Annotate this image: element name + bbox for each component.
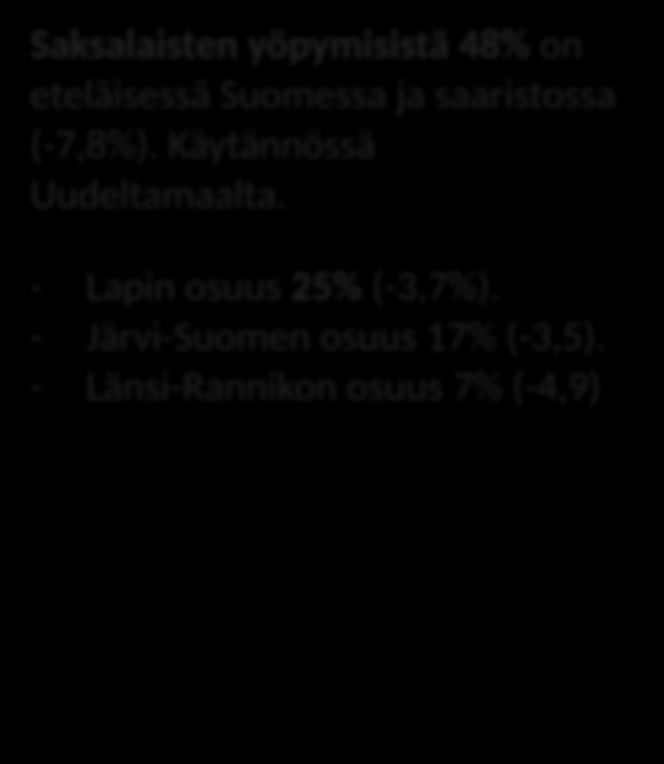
dash-3: -: [30, 362, 86, 412]
li1-bold: 25%: [291, 262, 362, 312]
text-panel: Saksalaisten yöpymisistä 48% on eteläise…: [30, 20, 634, 412]
li1-pre: Lapin osuus: [86, 262, 291, 312]
dash-1: -: [30, 262, 86, 312]
list-item-1: - Lapin osuus 25% (-3,7%).: [30, 262, 634, 312]
list-item-2-text: Järvi-Suomen osuus 17% (-3,5).: [86, 312, 634, 362]
list-item-3: - Länsi-Rannikon osuus 7% (-4,9): [30, 362, 634, 412]
intro-bold: Saksalaisten yöpymisistä 48%: [30, 20, 530, 70]
list-item-2: - Järvi-Suomen osuus 17% (-3,5).: [30, 312, 634, 362]
li1-post: (-3,7%).: [362, 262, 500, 312]
list-item-3-text: Länsi-Rannikon osuus 7% (-4,9): [86, 362, 634, 412]
list-item-1-text: Lapin osuus 25% (-3,7%).: [86, 262, 634, 312]
intro-paragraph: Saksalaisten yöpymisistä 48% on eteläise…: [30, 20, 634, 220]
dash-2: -: [30, 312, 86, 362]
